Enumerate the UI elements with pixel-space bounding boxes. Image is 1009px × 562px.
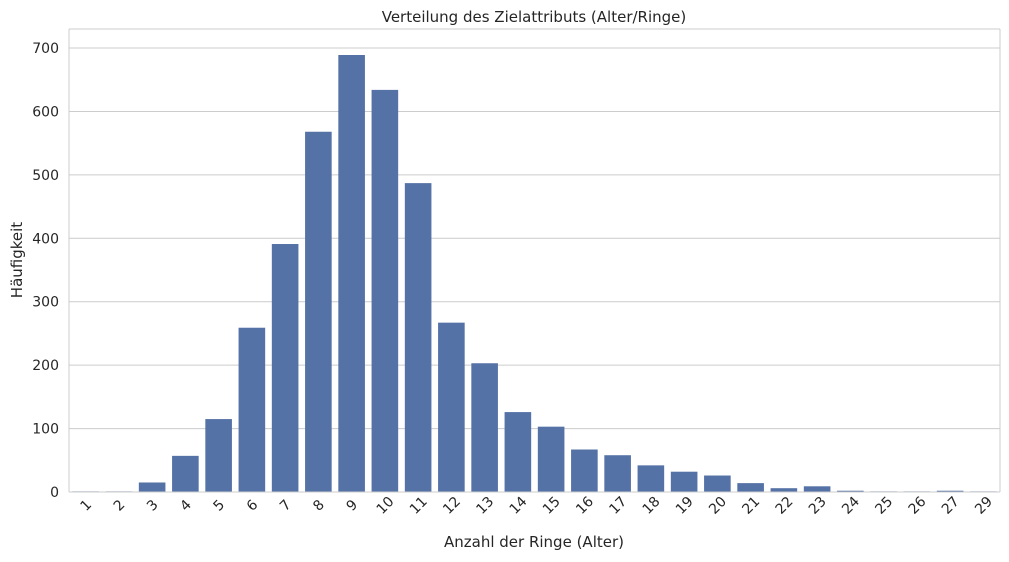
bar-6 <box>238 327 266 492</box>
bar-22 <box>770 488 798 492</box>
x-tick-label: 26 <box>906 494 930 518</box>
x-tick-label: 22 <box>773 494 797 518</box>
bar-23 <box>803 486 831 492</box>
y-tick-label: 200 <box>32 358 59 374</box>
x-tick-label: 21 <box>739 494 763 518</box>
x-tick-label: 2 <box>111 497 129 515</box>
bar-27 <box>936 490 964 492</box>
chart-title: Verteilung des Zielattributs (Alter/Ring… <box>382 8 687 26</box>
x-tick-label: 8 <box>310 497 328 515</box>
x-tick-label: 16 <box>573 494 597 518</box>
x-axis-label: Anzahl der Ringe (Alter) <box>444 533 624 551</box>
y-tick-label: 500 <box>32 168 59 184</box>
x-tick-label: 13 <box>473 494 497 518</box>
y-tick-label: 100 <box>32 422 59 438</box>
y-tick-label: 300 <box>32 295 59 311</box>
bars <box>72 55 997 493</box>
x-tick-label: 12 <box>440 494 464 518</box>
bar-24 <box>837 490 864 492</box>
y-tick-label: 400 <box>32 231 59 247</box>
x-tick-label: 17 <box>606 494 630 518</box>
y-tick-labels: 0 100 200 300 400 500 600 700 <box>32 41 59 501</box>
y-tick-label: 600 <box>32 104 59 120</box>
bar-19 <box>670 471 698 492</box>
bar-10 <box>371 89 399 493</box>
bar-8 <box>305 131 332 493</box>
bar-4 <box>172 455 199 492</box>
x-tick-label: 19 <box>673 494 697 518</box>
x-tick-label: 4 <box>177 497 195 515</box>
x-tick-label: 5 <box>211 497 229 515</box>
y-axis-label: Häufigkeit <box>8 222 26 298</box>
x-tick-label: 3 <box>144 497 162 515</box>
bar-3 <box>138 482 166 492</box>
bar-9 <box>338 55 365 492</box>
bar-14 <box>504 412 532 492</box>
bar-13 <box>471 363 498 492</box>
bar-16 <box>571 449 598 492</box>
bar-11 <box>404 183 432 492</box>
y-tick-label: 0 <box>50 485 59 501</box>
bar-7 <box>271 244 299 492</box>
x-tick-label: 1 <box>78 497 96 515</box>
bar-18 <box>637 465 665 492</box>
x-tick-label: 20 <box>706 494 730 518</box>
x-tick-label: 7 <box>277 497 295 515</box>
bar-17 <box>604 455 631 492</box>
x-tick-label: 11 <box>407 494 431 518</box>
x-tick-label: 6 <box>244 497 262 515</box>
x-tick-label: 29 <box>972 494 996 518</box>
plot-frame <box>68 28 1001 493</box>
plot-area <box>69 29 1000 492</box>
bar-20 <box>704 475 731 492</box>
x-tick-label: 10 <box>374 494 398 518</box>
x-tick-label: 15 <box>540 494 564 518</box>
bar-5 <box>205 419 232 492</box>
bar-12 <box>438 322 465 492</box>
bar-15 <box>537 426 565 492</box>
bar-21 <box>737 483 764 492</box>
x-tick-label: 23 <box>806 494 830 518</box>
x-tick-label: 27 <box>939 494 963 518</box>
x-tick-label: 18 <box>640 494 664 518</box>
x-tick-label: 9 <box>344 497 362 515</box>
x-tick-label: 25 <box>872 494 896 518</box>
x-tick-label: 24 <box>839 494 863 518</box>
y-tick-label: 700 <box>32 41 59 57</box>
x-tick-labels: 1 2 3 4 5 6 7 8 9 10 11 12 13 14 15 16 17 18 19 20 21 22 23 24 2… <box>78 494 997 518</box>
x-tick-label: 14 <box>507 494 531 518</box>
